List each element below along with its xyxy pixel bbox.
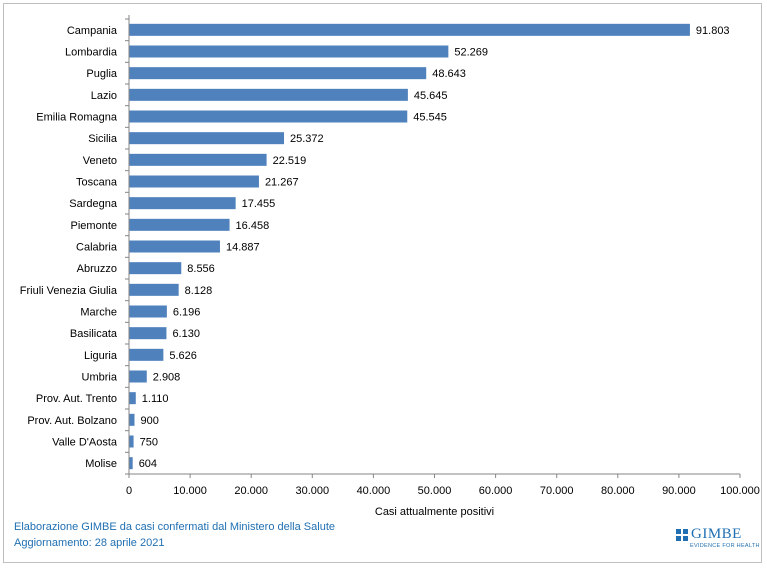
category-label: Abruzzo <box>77 263 117 275</box>
data-label: 6.196 <box>173 307 201 319</box>
data-label: 5.626 <box>169 350 197 362</box>
category-label: Basilicata <box>70 328 118 340</box>
data-label: 16.458 <box>236 220 270 232</box>
data-label: 45.645 <box>414 90 448 102</box>
category-label: Toscana <box>76 177 118 189</box>
category-label: Lombardia <box>65 47 118 59</box>
bar <box>129 132 285 145</box>
bar <box>129 197 236 210</box>
data-label: 8.128 <box>185 285 213 297</box>
data-label: 1.110 <box>142 393 169 405</box>
x-tick-label: 80.000 <box>601 485 635 497</box>
data-label: 91.803 <box>696 25 730 37</box>
data-label: 900 <box>141 415 159 427</box>
category-label: Emilia Romagna <box>36 112 118 124</box>
x-tick-label: 90.000 <box>662 485 696 497</box>
category-label: Lazio <box>91 90 117 102</box>
category-label: Sicilia <box>88 133 118 145</box>
data-label: 48.643 <box>432 68 466 80</box>
update-note: Aggiornamento: 28 aprile 2021 <box>14 537 165 549</box>
bar <box>129 110 408 123</box>
source-note: Elaborazione GIMBE da casi confermati da… <box>14 521 335 533</box>
bar <box>129 392 136 405</box>
x-tick-label: 40.000 <box>357 485 391 497</box>
category-label: Campania <box>67 25 118 37</box>
bar <box>129 457 133 470</box>
x-tick-label: 10.000 <box>173 485 207 497</box>
bar <box>129 305 167 318</box>
bar <box>129 218 230 231</box>
x-tick-label: 20.000 <box>234 485 268 497</box>
bar <box>129 283 179 296</box>
category-label: Prov. Aut. Bolzano <box>27 415 117 427</box>
bar <box>129 370 147 383</box>
category-label: Puglia <box>86 68 117 80</box>
bar <box>129 153 267 166</box>
category-label: Liguria <box>84 350 118 362</box>
gimbe-logo: GIMBE EVIDENCE FOR HEALTH <box>676 526 759 552</box>
bar <box>129 262 182 275</box>
bar <box>129 413 135 426</box>
bar <box>129 348 164 361</box>
bar <box>129 45 449 58</box>
category-label: Sardegna <box>69 198 118 210</box>
data-label: 17.455 <box>242 198 276 210</box>
x-axis-title: Casi attualmente positivi <box>375 506 494 518</box>
gimbe-logo-tagline: EVIDENCE FOR HEALTH <box>690 543 760 549</box>
category-label: Veneto <box>83 155 117 167</box>
bar <box>129 67 427 80</box>
data-label: 14.887 <box>226 242 260 254</box>
x-tick-label: 0 <box>126 485 132 497</box>
data-label: 45.545 <box>413 112 447 124</box>
category-label: Marche <box>80 307 117 319</box>
x-tick-label: 70.000 <box>540 485 574 497</box>
gimbe-logo-icon <box>676 529 688 541</box>
data-label: 750 <box>140 437 158 449</box>
data-label: 6.130 <box>172 328 200 340</box>
bar <box>129 240 220 253</box>
x-tick-label: 30.000 <box>295 485 329 497</box>
data-label: 22.519 <box>273 155 307 167</box>
category-label: Calabria <box>76 242 118 254</box>
bar <box>129 23 690 36</box>
category-label: Prov. Aut. Trento <box>36 393 117 405</box>
x-tick-label: 100.000 <box>720 485 760 497</box>
x-tick-label: 50.000 <box>418 485 452 497</box>
data-label: 21.267 <box>265 177 299 189</box>
x-tick-label: 60.000 <box>479 485 513 497</box>
category-label: Piemonte <box>71 220 117 232</box>
category-label: Molise <box>85 458 117 470</box>
bar <box>129 327 167 340</box>
data-label: 25.372 <box>290 133 324 145</box>
category-label: Valle D'Aosta <box>52 437 118 449</box>
category-label: Friuli Venezia Giulia <box>20 285 118 297</box>
data-label: 8.556 <box>187 263 215 275</box>
data-label: 2.908 <box>153 372 181 384</box>
data-label: 604 <box>139 458 157 470</box>
category-label: Umbria <box>82 372 118 384</box>
gimbe-logo-wordmark: GIMBE <box>691 526 742 542</box>
data-label: 52.269 <box>454 47 488 59</box>
bar <box>129 175 259 188</box>
bar <box>129 435 134 448</box>
bar <box>129 88 408 101</box>
